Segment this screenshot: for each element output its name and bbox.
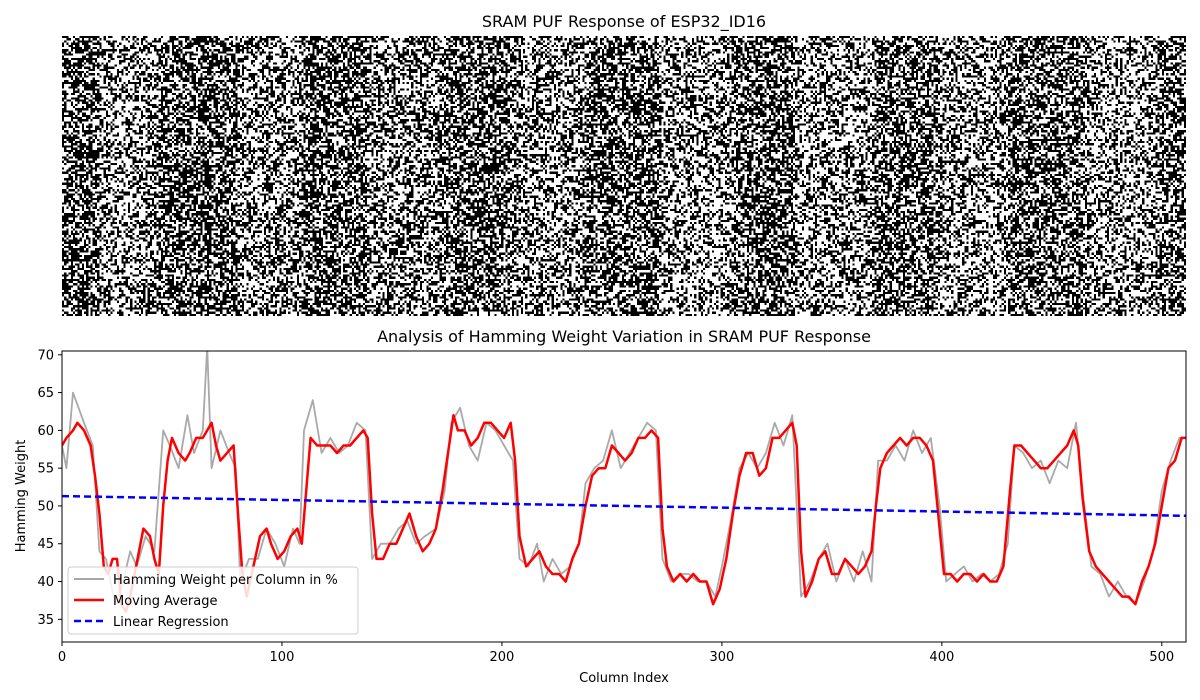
heatmap-title: SRAM PUF Response of ESP32_ID16 [482,12,766,32]
y-axis-ticks: 35 40 45 50 55 60 65 70 [37,348,62,628]
x-tick-label: 0 [58,650,66,665]
y-tick-label: 45 [37,537,54,552]
puf-response-heatmap [62,36,1186,316]
legend-label-moving-average: Moving Average [113,594,217,609]
y-tick-label: 40 [37,575,54,590]
x-tick-label: 200 [490,650,515,665]
legend: Hamming Weight per Column in % Moving Av… [67,566,359,635]
x-axis-label: Column Index [579,671,669,686]
x-tick-label: 100 [270,650,295,665]
y-tick-label: 65 [37,386,54,401]
legend-label-linear-regression: Linear Regression [113,615,229,630]
y-axis-label: Hamming Weight [14,440,29,553]
legend-box [67,566,359,635]
y-tick-label: 55 [37,462,54,477]
y-tick-label: 50 [37,499,54,514]
x-tick-label: 400 [929,650,954,665]
series-linear-regression-line [62,494,1186,518]
x-axis-ticks: 0 100 200 300 400 500 [58,642,1174,665]
plot-frame [61,350,1187,643]
x-tick-label: 500 [1149,650,1174,665]
y-tick-label: 35 [37,613,54,628]
y-tick-label: 60 [37,424,54,439]
line-chart-title: Analysis of Hamming Weight Variation in … [377,327,871,346]
legend-label-hamming-weight: Hamming Weight per Column in % [113,573,338,588]
x-tick-label: 300 [709,650,734,665]
y-tick-label: 70 [37,348,54,363]
